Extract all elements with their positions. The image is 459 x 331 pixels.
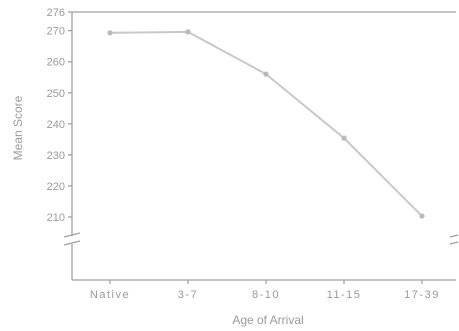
data-point [419, 213, 425, 219]
x-tick-label: Native [90, 289, 130, 301]
y-tick-label: 230 [47, 150, 65, 162]
y-tick-label: 270 [47, 26, 65, 38]
x-tick-label: 17-39 [404, 289, 440, 301]
y-ticks: 210 220 230 240 250 260 270 276 [47, 7, 72, 224]
data-point [107, 30, 113, 36]
data-point [341, 135, 347, 141]
data-point [263, 71, 269, 77]
x-tick-label: 8-10 [252, 289, 280, 301]
series-group [107, 29, 425, 219]
axis-break-left [63, 232, 81, 246]
y-tick-label: 220 [47, 181, 65, 193]
axis-break-mark [63, 232, 81, 238]
plot-frame [63, 11, 459, 281]
series-line [109, 30, 423, 217]
y-axis-title: Mean Score [11, 95, 25, 160]
axis-break-mark [449, 234, 459, 238]
x-ticks: Native 3-7 8-10 11-15 17-39 [90, 280, 440, 301]
x-tick-label: 11-15 [327, 289, 362, 301]
y-tick-label: 210 [47, 212, 65, 224]
axis-break-right [449, 234, 459, 245]
x-axis-title: Age of Arrival [232, 313, 303, 327]
axis-break-mark [63, 240, 81, 246]
axis-break-mark [449, 241, 459, 245]
x-tick-label: 3-7 [178, 289, 198, 301]
y-tick-label: 240 [47, 119, 65, 131]
y-tick-label: 276 [47, 7, 65, 19]
y-tick-label: 250 [47, 88, 65, 100]
data-point [185, 29, 191, 35]
y-tick-label: 260 [47, 57, 65, 69]
